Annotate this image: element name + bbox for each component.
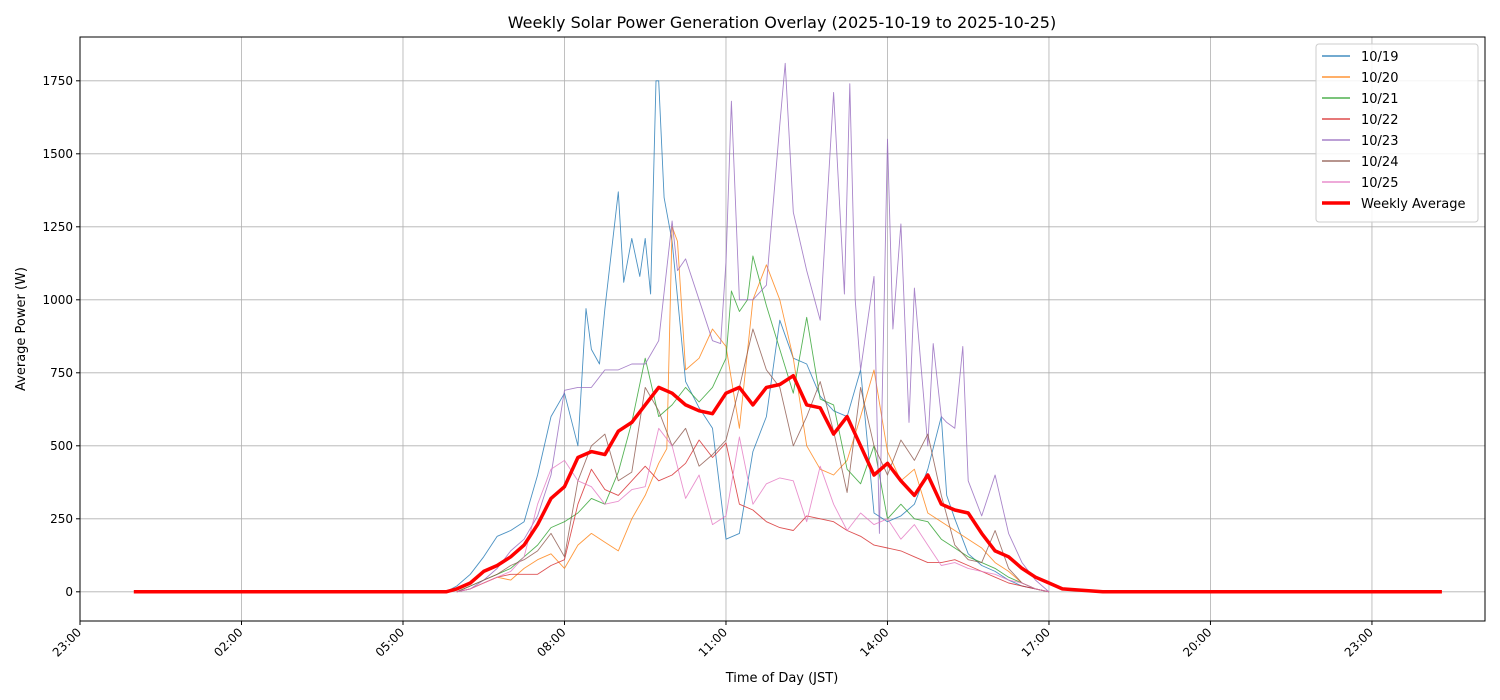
y-tick-label: 750: [50, 366, 73, 380]
plot-frame: [79, 36, 1486, 622]
y-tick-label: 0: [65, 585, 73, 599]
series-layer: [133, 62, 1442, 594]
y-tick-label: 1500: [42, 147, 73, 161]
series-line-weekly-average: [133, 373, 1442, 594]
series-line-10-23: [456, 62, 1050, 593]
legend-label: 10/24: [1361, 155, 1398, 170]
chart-title: Weekly Solar Power Generation Overlay (2…: [508, 13, 1056, 32]
series-line-10-19: [445, 80, 1050, 593]
legend-box: [1315, 43, 1479, 223]
y-tick-label: 1000: [42, 293, 73, 307]
legend-label: 10/25: [1361, 176, 1398, 191]
x-axis-title: Time of Day (JST): [725, 671, 839, 686]
series-line-10-25: [456, 427, 1050, 593]
y-tick-label: 1250: [42, 220, 73, 234]
legend-label: Weekly Average: [1361, 197, 1465, 212]
y-tick-label: 250: [50, 512, 73, 526]
series-line-10-20: [456, 226, 1050, 593]
y-axis-title: Average Power (W): [14, 267, 29, 391]
legend-label: 10/20: [1361, 71, 1398, 86]
y-tick-label: 1750: [42, 74, 73, 88]
legend-label: 10/21: [1361, 92, 1398, 107]
legend-label: 10/22: [1361, 113, 1398, 128]
series-line-10-24: [456, 328, 1050, 593]
legend-label: 10/23: [1361, 134, 1398, 149]
legend: 10/19 10/20 10/21 10/22 10/23 10/24 10/25 Weekl…: [1315, 43, 1479, 223]
y-tick-label: 500: [50, 439, 73, 453]
series-line-10-22: [456, 439, 1050, 593]
legend-label: 10/19: [1361, 50, 1398, 65]
